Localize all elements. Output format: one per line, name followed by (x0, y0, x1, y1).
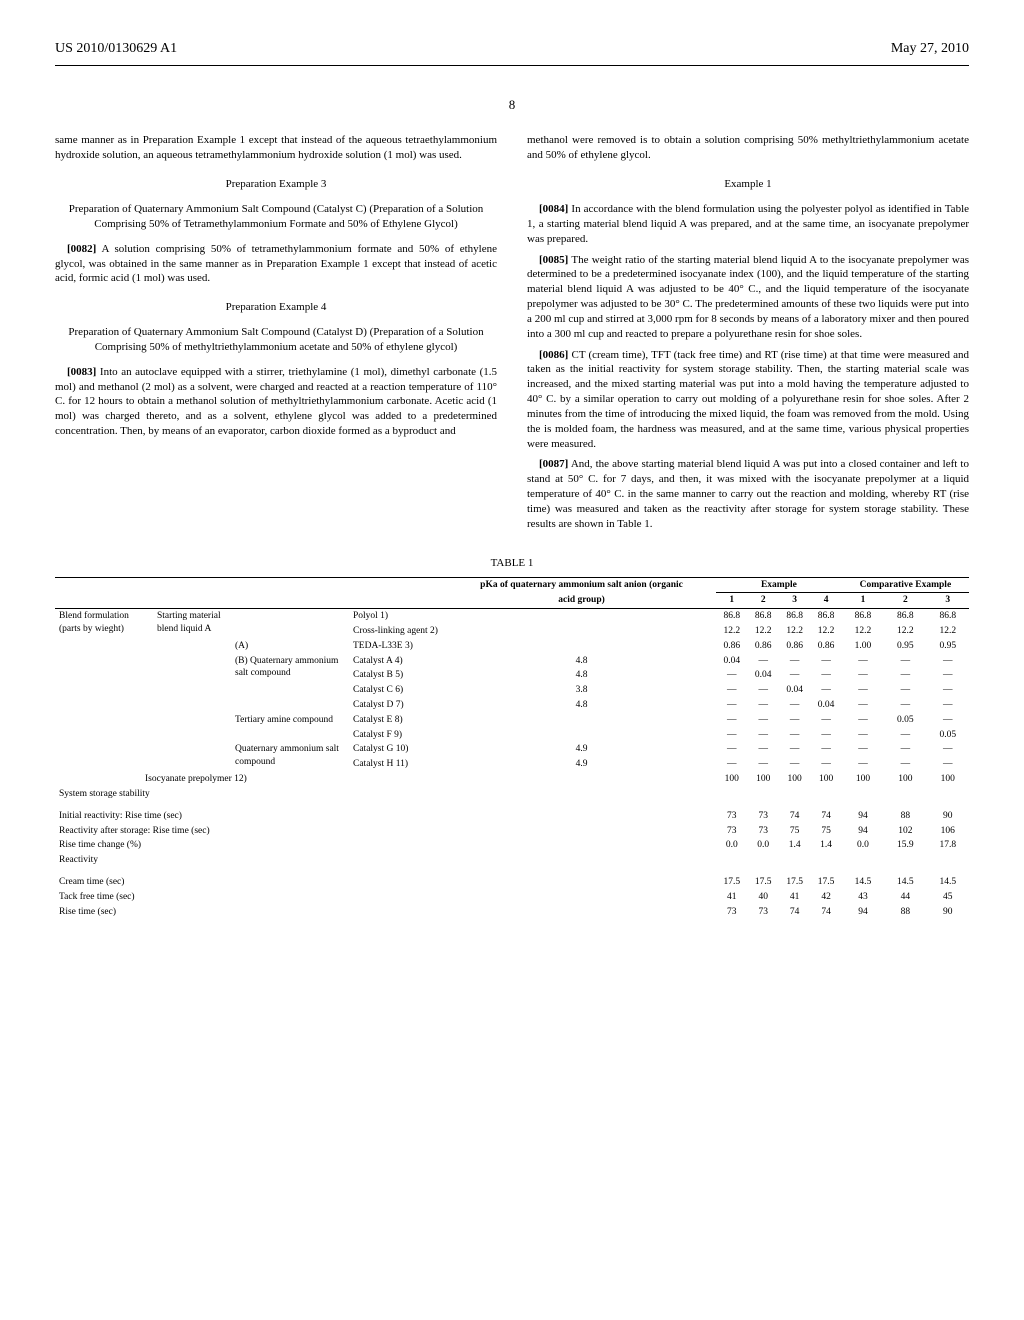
table-row: Reactivity (55, 853, 969, 868)
prep-ex-3-title: Preparation Example 3 (55, 177, 497, 192)
col-pka2: acid group) (447, 593, 716, 609)
table-row: Cream time (sec)17.517.517.517.514.514.5… (55, 868, 969, 890)
col-c2: 2 (884, 593, 926, 609)
para-text: In accordance with the blend formulation… (527, 203, 969, 245)
prep-ex-4-subtitle: Preparation of Quaternary Ammonium Salt … (55, 325, 497, 355)
col-2: 2 (747, 593, 778, 609)
para-text: And, the above starting material blend l… (527, 458, 969, 529)
para-text: The weight ratio of the starting materia… (527, 254, 969, 340)
para-0086: [0086] CT (cream time), TFT (tack free t… (527, 348, 969, 452)
para-num: [0083] (67, 366, 96, 378)
table-row: Reactivity after storage: Rise time (sec… (55, 824, 969, 839)
col-4: 4 (810, 593, 841, 609)
publication-date: May 27, 2010 (891, 40, 969, 59)
table-row: Rise time (sec)73737474948890 (55, 905, 969, 920)
continuation-para: methanol were removed is to obtain a sol… (527, 133, 969, 163)
para-text: A solution comprising 50% of tetramethyl… (55, 243, 497, 285)
table-row: Rise time change (%)0.00.01.41.40.015.91… (55, 838, 969, 853)
page-number: 8 (55, 96, 969, 114)
col-3: 3 (779, 593, 810, 609)
header-rule (55, 65, 969, 66)
table-1-caption: TABLE 1 (55, 556, 969, 571)
right-column: methanol were removed is to obtain a sol… (527, 133, 969, 537)
patent-number: US 2010/0130629 A1 (55, 40, 177, 59)
para-0085: [0085] The weight ratio of the starting … (527, 253, 969, 342)
table-row: System storage stability (55, 787, 969, 802)
para-text: CT (cream time), TFT (tack free time) an… (527, 349, 969, 450)
para-num: [0085] (539, 254, 568, 266)
table-1: pKa of quaternary ammonium salt anion (o… (55, 577, 969, 920)
table-row: Initial reactivity: Rise time (sec)73737… (55, 802, 969, 824)
para-text: Into an autoclave equipped with a stirre… (55, 366, 497, 437)
para-num: [0086] (539, 349, 568, 361)
col-pka: pKa of quaternary ammonium salt anion (o… (447, 577, 716, 593)
col-comparative: Comparative Example (842, 577, 969, 593)
table-row: Isocyanate prepolymer 12)100100100100100… (55, 772, 969, 787)
col-c1: 1 (842, 593, 884, 609)
para-0087: [0087] And, the above starting material … (527, 457, 969, 531)
table-body: Blend formulation (parts by wieght) Star… (55, 609, 969, 920)
para-0083: [0083] Into an autoclave equipped with a… (55, 365, 497, 439)
para-num: [0087] (539, 458, 568, 470)
para-0082: [0082] A solution comprising 50% of tetr… (55, 242, 497, 287)
two-column-body: same manner as in Preparation Example 1 … (55, 133, 969, 537)
continuation-para: same manner as in Preparation Example 1 … (55, 133, 497, 163)
col-example: Example (716, 577, 842, 593)
prep-ex-4-title: Preparation Example 4 (55, 300, 497, 315)
prep-ex-3-subtitle: Preparation of Quaternary Ammonium Salt … (55, 202, 497, 232)
table-row: Tack free time (sec)41404142434445 (55, 890, 969, 905)
page-header: US 2010/0130629 A1 May 27, 2010 (55, 40, 969, 59)
left-column: same manner as in Preparation Example 1 … (55, 133, 497, 537)
para-num: [0084] (539, 203, 568, 215)
col-1: 1 (716, 593, 747, 609)
col-c3: 3 (927, 593, 969, 609)
para-0084: [0084] In accordance with the blend form… (527, 202, 969, 247)
para-num: [0082] (67, 243, 96, 255)
example-1-title: Example 1 (527, 177, 969, 192)
table-row: Blend formulation (parts by wieght) Star… (55, 609, 969, 624)
